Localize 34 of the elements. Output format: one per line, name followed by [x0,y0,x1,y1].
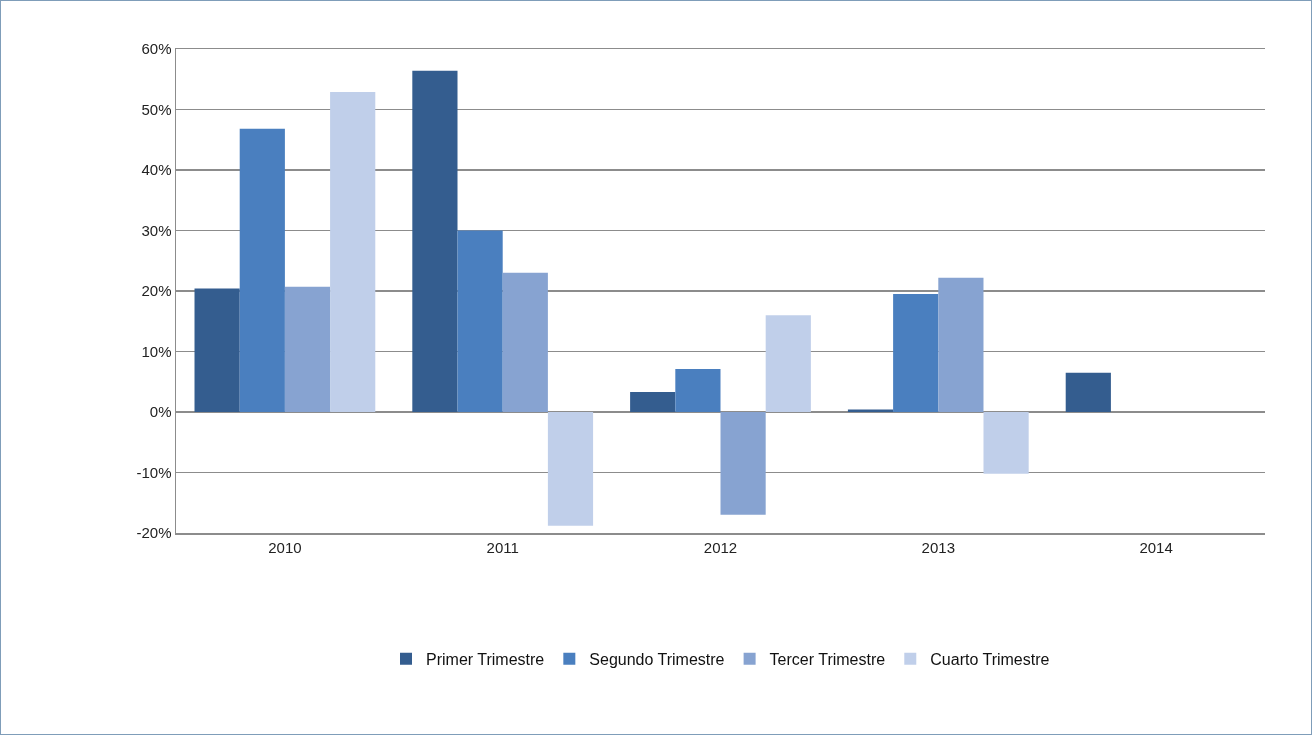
y-tick-label: 40% [141,161,172,179]
x-tick-label: 2013 [921,538,955,556]
y-tick-label: -20% [136,524,172,542]
bar [284,286,331,412]
x-tick-label: 2010 [268,538,302,556]
legend-label: Segundo Trimestre [589,650,725,668]
y-tick-label: 60% [141,40,172,58]
bar [412,70,458,412]
bar [547,412,594,526]
bar [893,294,939,412]
bar [675,369,721,412]
legend-label: Tercer Trimestre [769,650,886,668]
y-tick-label: 30% [141,221,172,239]
x-tick-label: 2014 [1139,538,1173,556]
legend-label: Cuarto Trimestre [930,650,1050,668]
bar [502,272,548,412]
bar [239,128,285,412]
bar [720,412,766,515]
y-tick-label: 20% [141,282,172,300]
y-tick-label: 10% [141,342,172,360]
y-tick-label: -10% [136,463,172,481]
bar [765,315,811,412]
bar [983,412,1029,474]
bar [194,288,240,412]
x-tick-label: 2012 [703,538,738,556]
bar [1065,372,1111,412]
y-tick-label: 50% [141,100,172,118]
x-tick-label: 2011 [486,538,519,556]
y-tick-label: 0% [149,403,172,421]
bar [938,277,984,412]
bar [330,91,376,412]
bar [630,392,676,412]
legend-label: Primer Trimestre [426,650,545,668]
bar [457,230,503,412]
